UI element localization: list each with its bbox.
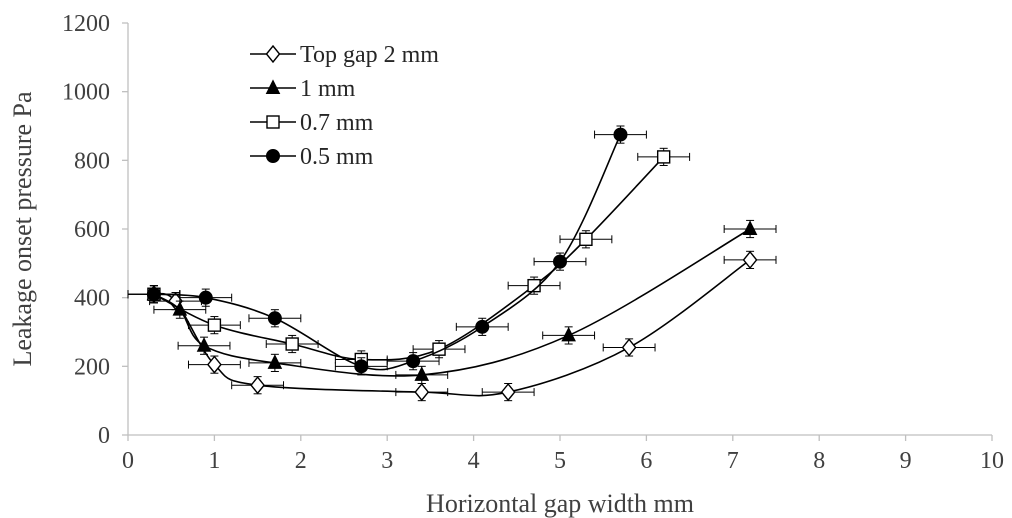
- axes-layer: 0 200 400 600 800 1000 1200 0 1 2 3 4 5 6 7 8 9 10: [62, 11, 1004, 474]
- y-tick-label: 600: [74, 217, 110, 243]
- data-point: [621, 338, 637, 357]
- legend: Top gap 2 mm 1 mm 0.7 mm 0.5 mm: [250, 42, 439, 170]
- data-point: [500, 382, 516, 402]
- legend-item-2: 0.7 mm: [250, 110, 374, 136]
- legend-label: 0.7 mm: [300, 110, 374, 136]
- data-point: [475, 319, 490, 334]
- data-point: [354, 359, 369, 374]
- legend-marker: [266, 115, 280, 129]
- x-tick-label: 8: [813, 448, 825, 474]
- x-tick-label: 2: [295, 448, 307, 474]
- legend-item-1: 1 mm: [250, 76, 356, 102]
- series-line: [153, 156, 665, 361]
- series-line: [153, 134, 622, 371]
- data-point: [742, 220, 758, 235]
- y-tick-label: 800: [74, 148, 110, 174]
- y-tick-label: 400: [74, 286, 110, 312]
- x-tick-label: 10: [980, 448, 1004, 474]
- data-point: [742, 250, 758, 270]
- data-point: [579, 232, 593, 247]
- data-point: [196, 337, 212, 352]
- legend-marker: [266, 149, 280, 163]
- legend-item-3: 0.5 mm: [250, 144, 374, 170]
- data-point: [146, 287, 161, 302]
- data-point: [414, 366, 430, 381]
- legend-label: Top gap 2 mm: [300, 42, 439, 68]
- data-point: [250, 376, 266, 395]
- data-point: [527, 278, 541, 293]
- x-tick-label: 5: [554, 448, 566, 474]
- y-tick-label: 1200: [62, 11, 110, 37]
- data-point: [206, 355, 222, 374]
- legend-item-0: Top gap 2 mm: [250, 42, 439, 68]
- series-2: [127, 147, 691, 369]
- x-tick-label: 0: [122, 448, 134, 474]
- data-point: [613, 127, 628, 142]
- data-point: [406, 354, 421, 369]
- x-tick-label: 4: [468, 448, 480, 474]
- series-3: [127, 125, 647, 376]
- data-point: [198, 290, 213, 305]
- data-point: [561, 326, 576, 342]
- series-line: [153, 259, 751, 397]
- y-tick-label: 200: [74, 354, 110, 380]
- data-point: [656, 150, 671, 164]
- y-axis-title: Leakage onset pressure Pa: [8, 91, 37, 367]
- x-axis-title: Horizontal gap width mm: [426, 489, 694, 518]
- x-tick-label: 1: [208, 448, 220, 474]
- x-tick-label: 3: [381, 448, 393, 474]
- y-tick-label: 0: [98, 423, 110, 449]
- data-point: [553, 254, 567, 269]
- data-point: [267, 354, 283, 369]
- x-tick-label: 7: [727, 448, 739, 474]
- legend-marker: [265, 79, 281, 94]
- legend-label: 0.5 mm: [300, 144, 374, 170]
- legend-marker: [265, 44, 281, 64]
- series-layer: [127, 125, 777, 402]
- y-tick-label: 1000: [62, 80, 110, 106]
- data-point: [414, 382, 430, 402]
- data-point: [267, 311, 282, 326]
- data-point: [285, 337, 299, 351]
- legend-label: 1 mm: [300, 76, 356, 102]
- series-line: [153, 228, 751, 377]
- x-tick-label: 6: [640, 448, 652, 474]
- data-point: [207, 318, 222, 332]
- x-tick-label: 9: [900, 448, 912, 474]
